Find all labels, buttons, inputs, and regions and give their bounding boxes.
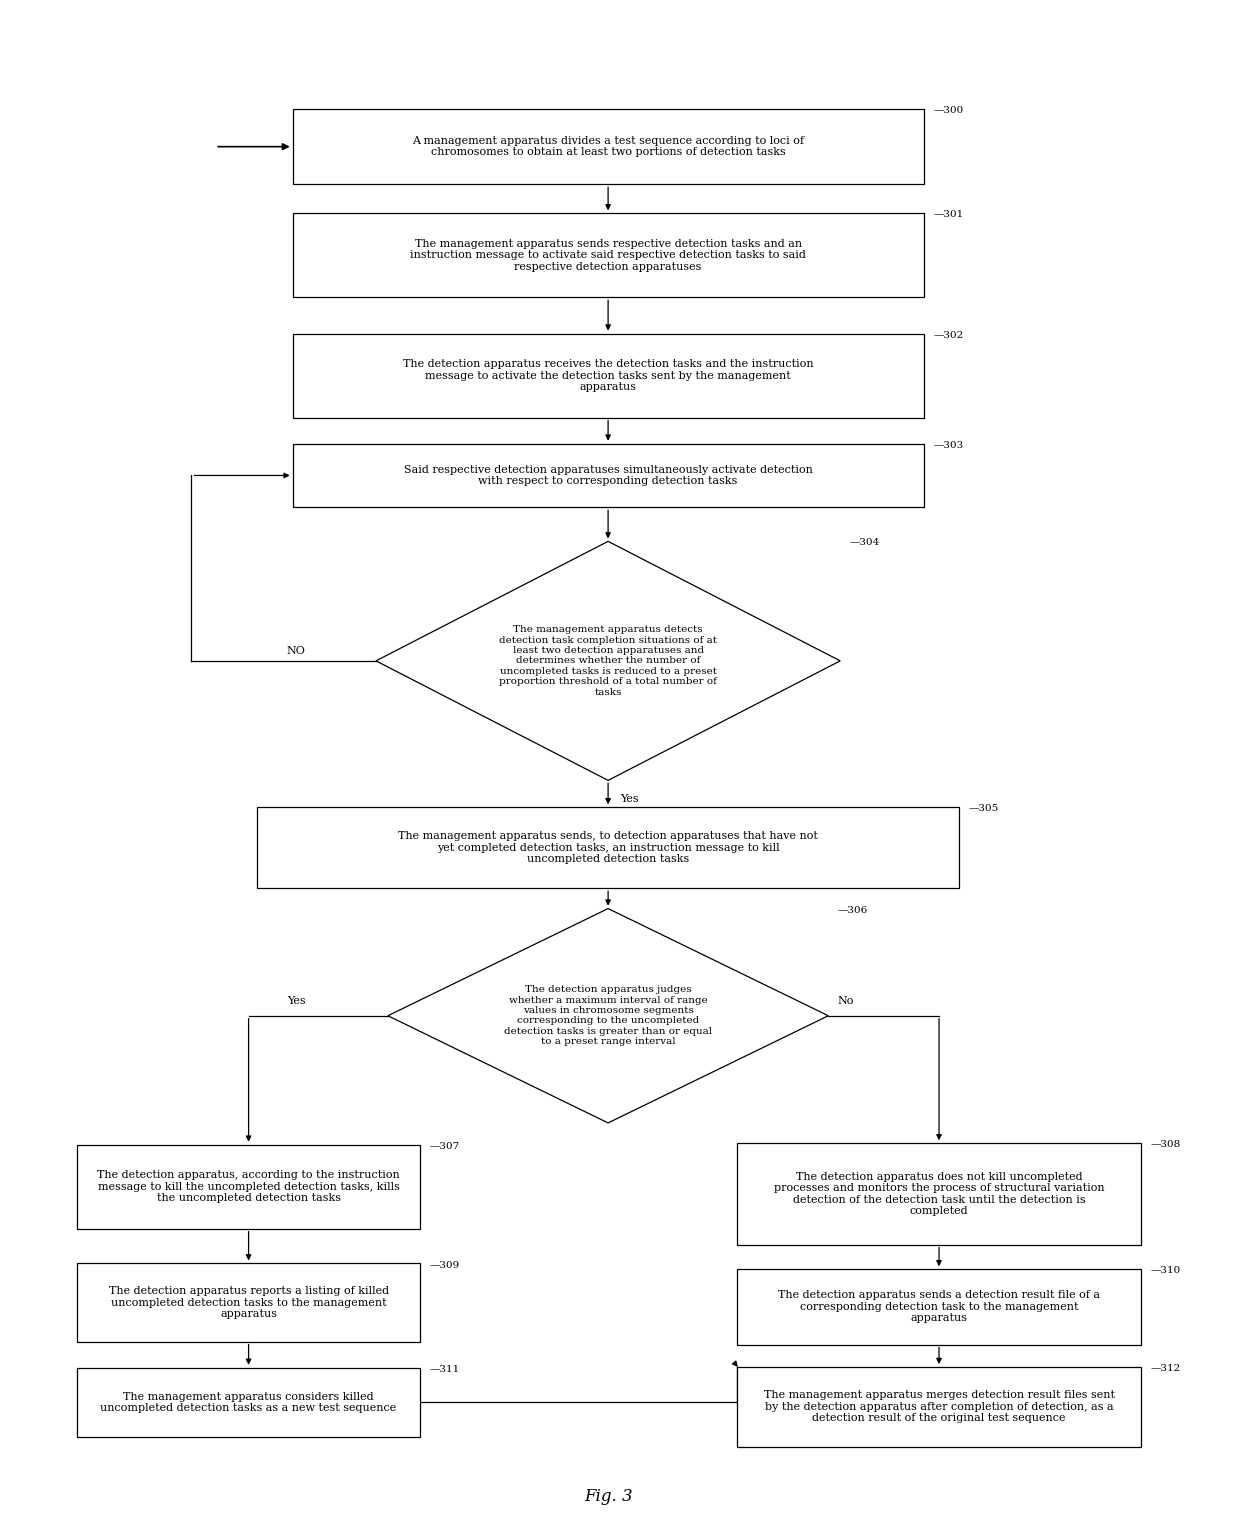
Text: NO: NO: [286, 646, 305, 656]
Text: A management apparatus divides a test sequence according to loci of
chromosomes : A management apparatus divides a test se…: [412, 135, 804, 157]
FancyBboxPatch shape: [77, 1145, 420, 1228]
Text: —310: —310: [1151, 1267, 1182, 1276]
Text: The detection apparatus judges
whether a maximum interval of range
values in chr: The detection apparatus judges whether a…: [503, 985, 712, 1047]
Text: No: No: [838, 996, 854, 1007]
Text: The management apparatus sends respective detection tasks and an
instruction mes: The management apparatus sends respectiv…: [410, 239, 806, 272]
FancyBboxPatch shape: [737, 1270, 1141, 1345]
FancyBboxPatch shape: [737, 1143, 1141, 1245]
Text: —311: —311: [429, 1365, 460, 1374]
Text: Said respective detection apparatuses simultaneously activate detection
with res: Said respective detection apparatuses si…: [404, 465, 812, 486]
Text: —303: —303: [932, 440, 963, 449]
Text: —308: —308: [1151, 1140, 1182, 1150]
Text: The management apparatus detects
detection task completion situations of at
leas: The management apparatus detects detecti…: [498, 625, 717, 697]
Text: The management apparatus considers killed
uncompleted detection tasks as a new t: The management apparatus considers kille…: [100, 1391, 397, 1413]
FancyBboxPatch shape: [293, 214, 924, 297]
Text: Fig. 3: Fig. 3: [584, 1488, 632, 1505]
Text: —307: —307: [429, 1142, 460, 1151]
Polygon shape: [376, 542, 841, 780]
Text: —301: —301: [932, 211, 963, 220]
Text: —300: —300: [932, 106, 963, 115]
FancyBboxPatch shape: [77, 1264, 420, 1342]
Text: —304: —304: [849, 539, 880, 548]
FancyBboxPatch shape: [77, 1368, 420, 1437]
Text: The management apparatus sends, to detection apparatuses that have not
yet compl: The management apparatus sends, to detec…: [398, 831, 818, 865]
Text: The management apparatus merges detection result files sent
by the detection app: The management apparatus merges detectio…: [764, 1390, 1115, 1424]
FancyBboxPatch shape: [257, 806, 960, 888]
Text: —309: —309: [429, 1260, 460, 1270]
Text: The detection apparatus does not kill uncompleted
processes and monitors the pro: The detection apparatus does not kill un…: [774, 1171, 1105, 1216]
Text: The detection apparatus sends a detection result file of a
corresponding detecti: The detection apparatus sends a detectio…: [777, 1290, 1100, 1324]
Text: Yes: Yes: [620, 794, 639, 805]
Text: The detection apparatus receives the detection tasks and the instruction
message: The detection apparatus receives the det…: [403, 359, 813, 392]
FancyBboxPatch shape: [737, 1367, 1141, 1447]
Text: —305: —305: [968, 805, 999, 813]
FancyBboxPatch shape: [293, 334, 924, 417]
Text: The detection apparatus reports a listing of killed
uncompleted detection tasks : The detection apparatus reports a listin…: [109, 1287, 388, 1319]
Text: The detection apparatus, according to the instruction
message to kill the uncomp: The detection apparatus, according to th…: [97, 1170, 401, 1203]
Text: —306: —306: [838, 905, 868, 914]
Polygon shape: [388, 908, 828, 1123]
FancyBboxPatch shape: [293, 443, 924, 508]
Text: —312: —312: [1151, 1364, 1182, 1373]
Text: Yes: Yes: [286, 996, 305, 1007]
FancyBboxPatch shape: [293, 109, 924, 185]
Text: —302: —302: [932, 331, 963, 340]
